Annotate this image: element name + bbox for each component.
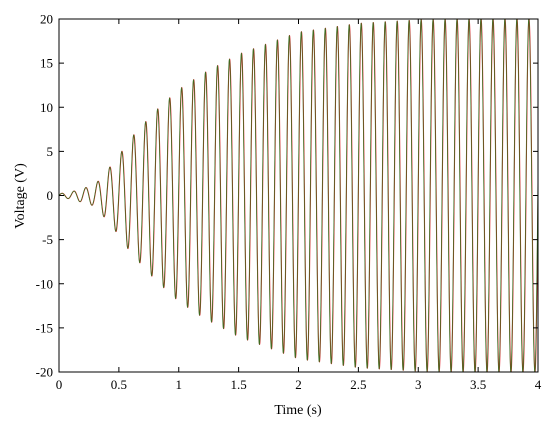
axes-layer: 0 0.5 1 1.5 2 2.5 3 3.5 4 -20 -15 -10 -5 0 5 10 15 20: [36, 12, 542, 393]
y-tick-label: -15: [36, 320, 53, 335]
x-tick-label: 0: [56, 377, 63, 392]
y-tick-label: -5: [42, 232, 53, 247]
y-tick-label: 10: [40, 100, 53, 115]
series-line-2: [58, 18, 539, 373]
x-tick-label: 2.5: [350, 377, 366, 392]
y-tick-label: -20: [36, 365, 53, 380]
x-tick-label: 0.5: [111, 377, 127, 392]
x-tick-label: 3.5: [470, 377, 486, 392]
x-tick-label: 1: [176, 377, 183, 392]
y-tick-label: 20: [40, 12, 53, 27]
y-tick-label: -10: [36, 276, 53, 291]
y-tick-label: 0: [47, 188, 54, 203]
x-tick-label: 4: [535, 377, 542, 392]
y-tick-label: 5: [47, 144, 54, 159]
series-layer: [58, 18, 539, 373]
x-tick-label: 1.5: [231, 377, 247, 392]
x-tick-label: 3: [415, 377, 422, 392]
y-tick-label: 15: [40, 56, 53, 71]
y-axis-label: Voltage (V): [13, 163, 28, 229]
x-tick-label: 2: [295, 377, 302, 392]
x-axis-label: Time (s): [274, 403, 322, 418]
